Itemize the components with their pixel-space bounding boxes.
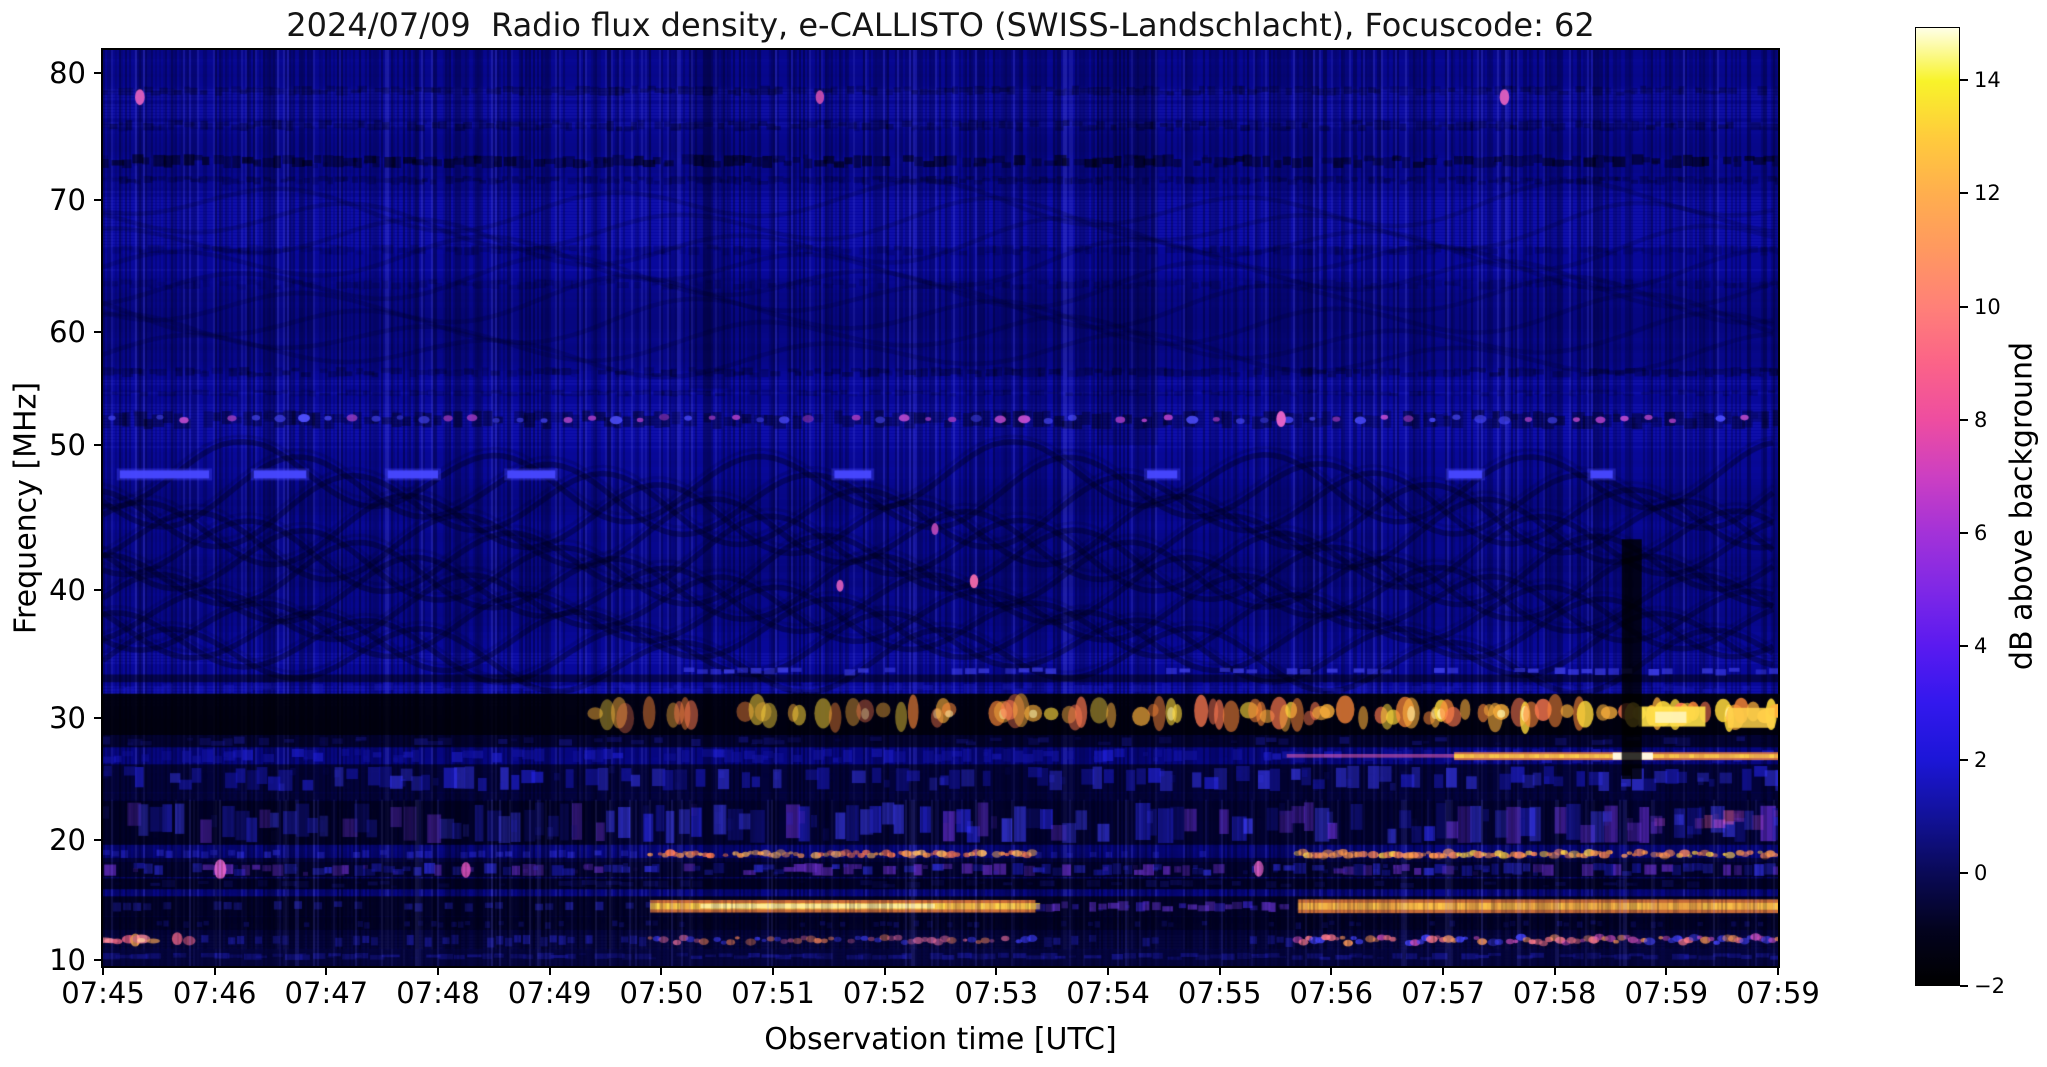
colorbar-tick-label: 10 xyxy=(1974,294,2001,319)
x-tick-label: 07:57 xyxy=(1401,976,1485,1010)
y-tick-mark xyxy=(94,717,103,720)
x-tick-mark xyxy=(995,966,998,975)
x-tick-label: 07:54 xyxy=(1066,976,1150,1010)
x-tick-label: 07:48 xyxy=(396,976,480,1010)
y-tick-mark xyxy=(94,71,103,74)
colorbar-tick-mark xyxy=(1960,79,1968,82)
colorbar-tick-label: 6 xyxy=(1974,521,1988,546)
x-tick-label: 07:58 xyxy=(1512,976,1597,1010)
x-tick-mark xyxy=(213,966,216,975)
y-tick-mark xyxy=(94,331,103,334)
x-tick-mark xyxy=(1442,966,1444,975)
x-tick-mark xyxy=(325,966,328,975)
colorbar-tick-mark xyxy=(1960,985,1968,987)
colorbar-tick-mark xyxy=(1960,418,1968,421)
x-tick-mark xyxy=(883,966,886,975)
colorbar-tick-label: 8 xyxy=(1974,407,1988,432)
colorbar xyxy=(1915,27,1960,986)
colorbar-tick-label: 0 xyxy=(1974,860,1988,885)
x-tick-mark xyxy=(772,966,774,975)
x-tick-label: 07:55 xyxy=(1177,976,1262,1010)
colorbar-tick-label: 4 xyxy=(1974,634,1988,659)
y-tick-label: 10 xyxy=(49,942,86,977)
x-tick-label: 07:59 xyxy=(1624,976,1709,1010)
x-tick-label: 07:47 xyxy=(284,976,369,1010)
x-tick-mark xyxy=(1330,966,1333,975)
y-tick-label: 30 xyxy=(49,701,86,736)
y-axis-label: Frequency [MHz] xyxy=(8,381,44,635)
colorbar-tick-label: −2 xyxy=(1974,974,2005,998)
x-tick-mark xyxy=(1553,966,1556,975)
x-tick-label: 07:53 xyxy=(954,976,1039,1010)
x-tick-mark xyxy=(1218,966,1221,975)
x-tick-mark xyxy=(548,966,551,975)
spectrogram-canvas xyxy=(103,50,1778,966)
y-tick-label: 60 xyxy=(49,315,86,350)
y-tick-label: 20 xyxy=(49,822,86,857)
x-axis-label: Observation time [UTC] xyxy=(764,1022,1117,1057)
x-tick-label: 07:51 xyxy=(731,976,815,1010)
x-tick-mark xyxy=(1107,966,1109,975)
colorbar-tick-mark xyxy=(1960,645,1968,648)
colorbar-tick-mark xyxy=(1960,758,1968,761)
x-tick-label: 07:52 xyxy=(842,976,927,1010)
x-tick-mark xyxy=(437,966,439,975)
colorbar-label: dB above background xyxy=(2004,341,2040,671)
plot-area xyxy=(101,48,1780,968)
y-tick-mark xyxy=(94,588,103,591)
colorbar-tick-mark xyxy=(1960,532,1968,535)
x-tick-label: 07:59 xyxy=(1736,976,1820,1010)
colorbar-tick-mark xyxy=(1960,305,1968,308)
y-tick-label: 40 xyxy=(49,572,86,607)
y-tick-mark xyxy=(94,199,103,202)
x-tick-label: 07:49 xyxy=(507,976,592,1010)
colorbar-tick-label: 14 xyxy=(1974,68,2001,93)
x-tick-mark xyxy=(1665,966,1668,975)
colorbar-tick-mark xyxy=(1960,871,1968,874)
y-tick-label: 50 xyxy=(49,428,86,463)
chart-title: 2024/07/09 Radio flux density, e-CALLIST… xyxy=(286,6,1595,44)
y-tick-mark xyxy=(94,444,103,447)
y-tick-mark xyxy=(94,958,103,961)
x-tick-mark xyxy=(1777,966,1779,975)
x-tick-label: 07:56 xyxy=(1289,976,1374,1010)
colorbar-tick-mark xyxy=(1960,192,1968,195)
x-tick-label: 07:45 xyxy=(61,976,145,1010)
colorbar-tick-label: 12 xyxy=(1974,181,2001,206)
x-tick-mark xyxy=(660,966,663,975)
x-tick-label: 07:46 xyxy=(172,976,257,1010)
y-tick-label: 80 xyxy=(49,55,86,90)
colorbar-tick-label: 2 xyxy=(1974,747,1988,772)
x-tick-label: 07:50 xyxy=(619,976,704,1010)
y-tick-mark xyxy=(94,838,103,841)
y-tick-label: 70 xyxy=(49,183,86,218)
x-tick-mark xyxy=(102,966,104,975)
